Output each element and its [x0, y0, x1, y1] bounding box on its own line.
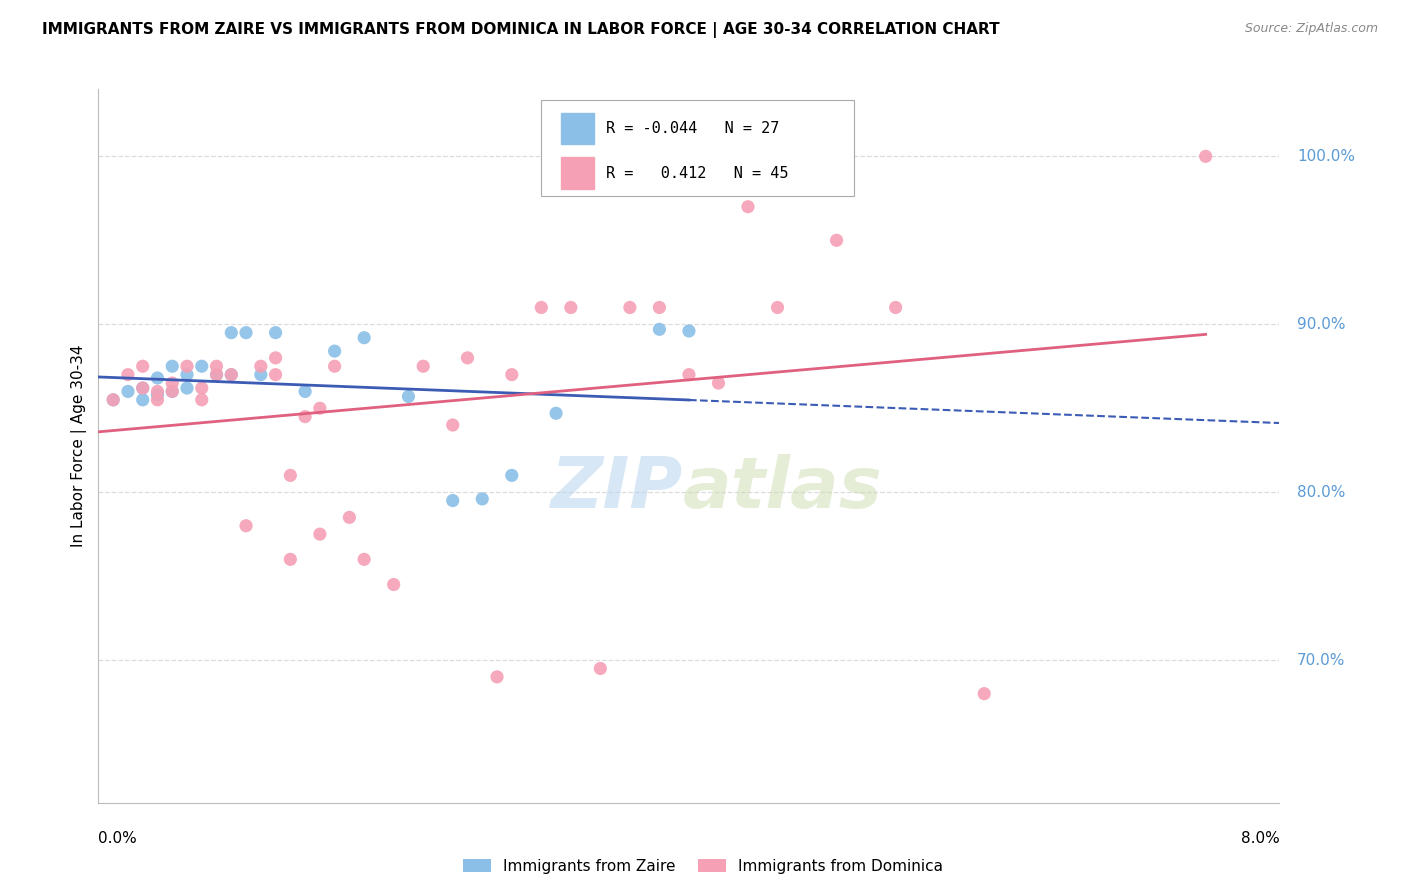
Point	[382, 577, 405, 591]
Point	[471, 491, 494, 506]
Text: 0.0%: 0.0%	[98, 831, 138, 847]
Point	[132, 381, 155, 395]
Point	[884, 301, 907, 315]
Point	[162, 376, 183, 390]
Point	[103, 392, 124, 407]
Text: Source: ZipAtlas.com: Source: ZipAtlas.com	[1244, 22, 1378, 36]
Point	[441, 493, 464, 508]
Point	[278, 552, 301, 566]
Point	[205, 368, 228, 382]
Point	[264, 368, 287, 382]
Point	[146, 392, 169, 407]
Point	[412, 359, 434, 374]
Text: atlas: atlas	[683, 454, 883, 524]
Point	[737, 200, 759, 214]
Y-axis label: In Labor Force | Age 30-34: In Labor Force | Age 30-34	[72, 344, 87, 548]
Point	[176, 368, 198, 382]
Point	[176, 359, 198, 374]
Point	[176, 381, 198, 395]
Point	[219, 326, 242, 340]
Text: IMMIGRANTS FROM ZAIRE VS IMMIGRANTS FROM DOMINICA IN LABOR FORCE | AGE 30-34 COR: IMMIGRANTS FROM ZAIRE VS IMMIGRANTS FROM…	[42, 22, 1000, 38]
Text: R = -0.044   N = 27: R = -0.044 N = 27	[606, 121, 780, 136]
Point	[132, 381, 155, 395]
Point	[162, 384, 183, 399]
Point	[308, 401, 332, 416]
Point	[560, 301, 582, 315]
Point	[162, 384, 183, 399]
Point	[825, 233, 848, 247]
Point	[530, 301, 553, 315]
Point	[132, 359, 155, 374]
Point	[117, 384, 139, 399]
Bar	[561, 157, 595, 188]
Point	[250, 368, 273, 382]
Point	[205, 368, 228, 382]
Point	[648, 322, 671, 336]
Text: 80.0%: 80.0%	[1298, 484, 1346, 500]
Point	[103, 392, 124, 407]
Point	[544, 406, 567, 420]
Point	[678, 368, 700, 382]
Text: 70.0%: 70.0%	[1298, 653, 1346, 667]
Point	[323, 359, 346, 374]
Point	[766, 301, 789, 315]
Point	[619, 301, 641, 315]
Point	[1194, 149, 1216, 163]
Text: 90.0%: 90.0%	[1298, 317, 1346, 332]
Point	[219, 368, 242, 382]
Point	[235, 518, 257, 533]
Point	[648, 301, 671, 315]
Point	[235, 326, 257, 340]
Point	[323, 344, 346, 359]
Point	[146, 388, 169, 402]
Point	[589, 661, 612, 675]
Point	[146, 371, 169, 385]
Point	[294, 409, 316, 424]
Point	[205, 359, 228, 374]
Point	[146, 384, 169, 399]
Bar	[561, 112, 595, 144]
Point	[264, 326, 287, 340]
Point	[191, 381, 214, 395]
Point	[191, 359, 214, 374]
Point	[162, 359, 183, 374]
Point	[219, 368, 242, 382]
Point	[337, 510, 360, 524]
Point	[191, 392, 214, 407]
Text: 100.0%: 100.0%	[1298, 149, 1355, 164]
Legend: Immigrants from Zaire, Immigrants from Dominica: Immigrants from Zaire, Immigrants from D…	[457, 853, 949, 880]
Point	[973, 687, 995, 701]
Point	[501, 468, 523, 483]
Point	[456, 351, 478, 365]
Point	[250, 359, 273, 374]
Point	[485, 670, 508, 684]
Point	[353, 552, 375, 566]
Point	[117, 368, 139, 382]
Point	[396, 389, 419, 403]
Point	[264, 351, 287, 365]
Point	[501, 368, 523, 382]
FancyBboxPatch shape	[541, 100, 855, 196]
Point	[308, 527, 332, 541]
Point	[678, 324, 700, 338]
Text: ZIP: ZIP	[551, 454, 683, 524]
Text: R =   0.412   N = 45: R = 0.412 N = 45	[606, 166, 789, 180]
Point	[278, 468, 301, 483]
Text: 8.0%: 8.0%	[1240, 831, 1279, 847]
Point	[441, 417, 464, 432]
Point	[294, 384, 316, 399]
Point	[707, 376, 730, 390]
Point	[353, 331, 375, 345]
Point	[132, 392, 155, 407]
